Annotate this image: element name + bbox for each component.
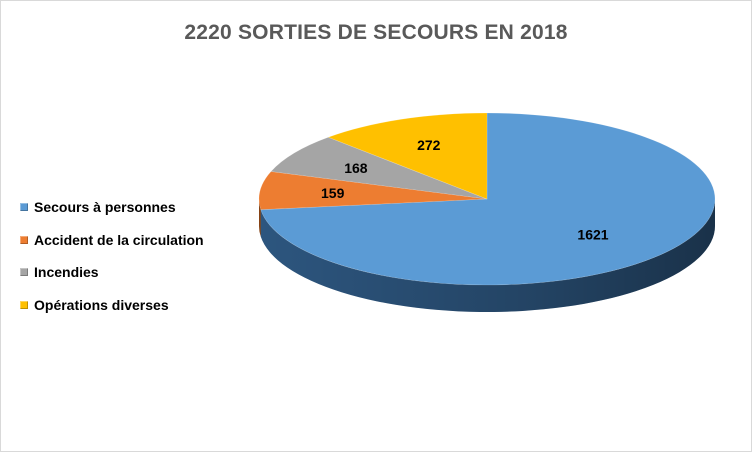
legend-swatch-icon — [20, 268, 28, 277]
legend-label: Incendies — [34, 264, 99, 281]
legend-item-secours-a-personnes: Secours à personnes — [20, 191, 204, 224]
legend-label: Secours à personnes — [34, 199, 176, 216]
legend-swatch-icon — [20, 235, 28, 244]
legend-label: Accident de la circulation — [34, 231, 204, 248]
pie-slice-secours-a-personnes — [260, 112, 716, 286]
pie-sides — [259, 199, 715, 312]
chart-title: 2220 SORTIES DE SECOURS EN 2018 — [184, 21, 568, 44]
legend-item-accident-de-la-circulation: Accident de la circulation — [20, 224, 204, 257]
pie-slice-incendies — [270, 136, 488, 200]
legend-item-operations-diverses: Opérations diverses — [20, 289, 204, 322]
data-label-secours-a-personnes: 1621 — [577, 226, 608, 242]
pie-slice-operations-diverses — [327, 112, 488, 200]
legend-label: Opérations diverses — [34, 296, 169, 313]
data-label-accident-de-la-circulation: 159 — [321, 185, 345, 201]
pie-data-labels: 1621 159 168 272 — [321, 137, 609, 243]
legend: Secours à personnes Accident de la circu… — [20, 191, 204, 321]
pie-side-shade — [259, 199, 261, 237]
pie-slices — [258, 112, 716, 286]
pie-slice-accident-de-la-circulation — [258, 171, 488, 210]
data-label-operations-diverses: 272 — [417, 137, 441, 153]
legend-swatch-icon — [20, 203, 28, 212]
data-label-incendies: 168 — [344, 160, 368, 176]
legend-swatch-icon — [20, 300, 28, 309]
pie-side-shade — [260, 199, 715, 312]
legend-item-incendies: Incendies — [20, 256, 204, 289]
